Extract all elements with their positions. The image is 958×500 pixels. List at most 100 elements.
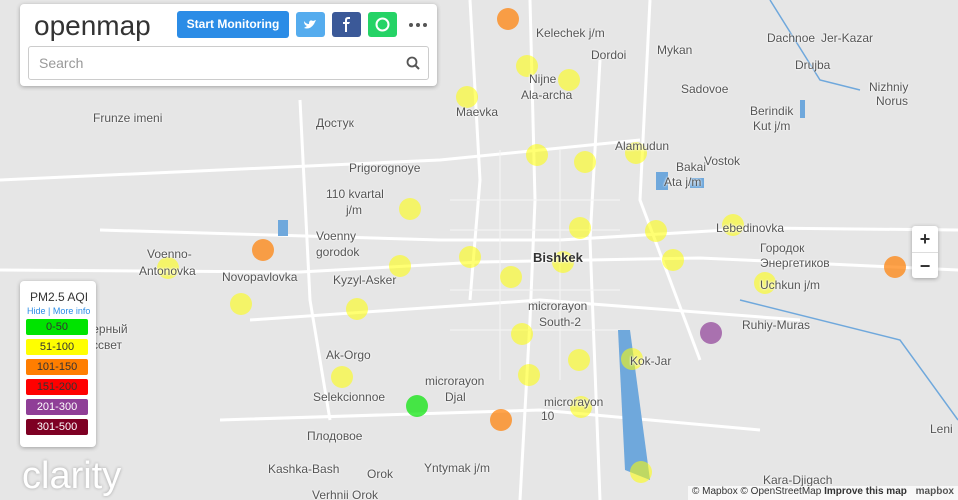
place-label: 10	[541, 409, 555, 423]
whatsapp-button[interactable]	[368, 12, 397, 37]
place-label: Ala-archa	[521, 88, 573, 102]
place-label: Kara-Djigach	[763, 473, 833, 487]
attr-osm[interactable]: © OpenStreetMap	[740, 486, 822, 497]
attribution: © Mapbox © OpenStreetMap Improve this ma…	[688, 486, 958, 500]
place-label: Bakai	[676, 160, 707, 174]
zoom-control: + −	[912, 226, 938, 278]
place-label: Nizhniy	[869, 80, 909, 94]
place-label: Энергетиков	[760, 256, 830, 270]
sensor-marker[interactable]	[516, 55, 538, 77]
start-monitoring-button[interactable]: Start Monitoring	[177, 11, 289, 38]
place-label: Leni	[930, 422, 953, 436]
place-label: Городок	[760, 241, 805, 255]
place-label: ссвет	[92, 338, 123, 352]
sensor-marker[interactable]	[700, 322, 722, 344]
sensor-marker[interactable]	[518, 364, 540, 386]
place-label: Bishkek	[533, 250, 583, 265]
place-label: Kashka-Bash	[268, 462, 340, 476]
sensor-marker[interactable]	[389, 255, 411, 277]
place-label: Voenny	[316, 229, 357, 243]
sensor-marker[interactable]	[662, 249, 684, 271]
sensor-marker[interactable]	[230, 293, 252, 315]
place-label: Lebedinovka	[716, 221, 785, 235]
place-label: Norus	[876, 94, 909, 108]
place-label: Drujba	[795, 58, 831, 72]
place-label: Dachnoe	[767, 31, 816, 45]
sensor-marker[interactable]	[459, 246, 481, 268]
place-label: Voenno-	[147, 247, 192, 261]
place-label: Sadovoe	[681, 82, 729, 96]
sensor-marker[interactable]	[526, 144, 548, 166]
place-label: Verhnii Orok	[312, 488, 379, 500]
attr-logo: mapbox	[915, 486, 954, 497]
place-label: microrayon	[544, 395, 604, 409]
legend-hide[interactable]: Hide	[27, 306, 46, 316]
facebook-button[interactable]	[332, 12, 361, 37]
place-label: Kut j/m	[753, 119, 791, 133]
more-menu[interactable]	[408, 22, 428, 28]
sensor-marker[interactable]	[754, 272, 776, 294]
place-label: Yntymak j/m	[424, 461, 491, 475]
legend-item: 0-50	[26, 319, 88, 335]
sensor-marker[interactable]	[497, 8, 519, 30]
place-label: Dordoi	[591, 48, 627, 62]
sensor-marker[interactable]	[569, 217, 591, 239]
clarity-logo: clarity	[22, 455, 122, 497]
sensor-marker[interactable]	[456, 86, 478, 108]
place-label: gorodok	[316, 245, 360, 259]
sensor-marker[interactable]	[552, 251, 574, 273]
place-label: microrayon	[528, 299, 588, 313]
zoom-out[interactable]: −	[919, 256, 931, 276]
sensor-marker[interactable]	[511, 323, 533, 345]
sensor-marker[interactable]	[884, 256, 906, 278]
place-label: Mykan	[657, 43, 693, 57]
place-label: Ruhiy-Muras	[742, 318, 811, 332]
place-label: Maevka	[456, 105, 499, 119]
place-label: Плодовое	[307, 429, 363, 443]
sensor-marker[interactable]	[399, 198, 421, 220]
place-label: Jer-Kazar	[821, 31, 874, 45]
place-label: Ata j/m	[664, 175, 702, 189]
sensor-marker[interactable]	[500, 266, 522, 288]
sensor-marker[interactable]	[645, 220, 667, 242]
zoom-in[interactable]: +	[912, 226, 938, 253]
place-label: Ak-Orgo	[326, 348, 371, 362]
place-label: Djal	[445, 390, 466, 404]
legend-item: 51-100	[26, 339, 88, 355]
legend-item: 151-200	[26, 379, 88, 395]
place-label: Kyzyl-Asker	[333, 273, 397, 287]
sensor-marker[interactable]	[346, 298, 368, 320]
search-placeholder: Search	[39, 55, 84, 71]
place-label: Vostok	[704, 154, 741, 168]
place-label: Frunze imeni	[93, 111, 163, 125]
legend-more-info[interactable]: More info	[52, 306, 91, 316]
twitter-button[interactable]	[296, 12, 325, 37]
sensor-marker[interactable]	[621, 348, 643, 370]
legend: PM2.5 AQI Hide | More info 0-50 51-100 101…	[20, 281, 96, 447]
sensor-marker[interactable]	[406, 395, 428, 417]
sensor-marker[interactable]	[625, 142, 647, 164]
place-label: Kok-Jar	[630, 354, 672, 368]
attr-improve[interactable]: Improve this map	[824, 486, 907, 497]
sensor-marker[interactable]	[558, 69, 580, 91]
sensor-marker[interactable]	[568, 349, 590, 371]
place-label: Prigorognoye	[349, 161, 421, 175]
attr-mapbox[interactable]: © Mapbox	[692, 486, 738, 497]
sensor-marker[interactable]	[252, 239, 274, 261]
sensor-marker[interactable]	[490, 409, 512, 431]
header-panel: openmap Start Monitoring Search	[20, 4, 437, 86]
place-label: Uchkun j/m	[760, 278, 821, 292]
place-label: Kelechek j/m	[536, 26, 605, 40]
place-label: Orok	[367, 467, 394, 481]
sensor-marker[interactable]	[722, 214, 744, 236]
place-label: Novopavlovka	[222, 270, 298, 284]
sensor-marker[interactable]	[574, 151, 596, 173]
sensor-marker[interactable]	[331, 366, 353, 388]
sensor-marker[interactable]	[630, 461, 652, 483]
search-box[interactable]: Search	[28, 46, 429, 80]
sensor-marker[interactable]	[570, 396, 592, 418]
sensor-marker[interactable]	[157, 257, 179, 279]
